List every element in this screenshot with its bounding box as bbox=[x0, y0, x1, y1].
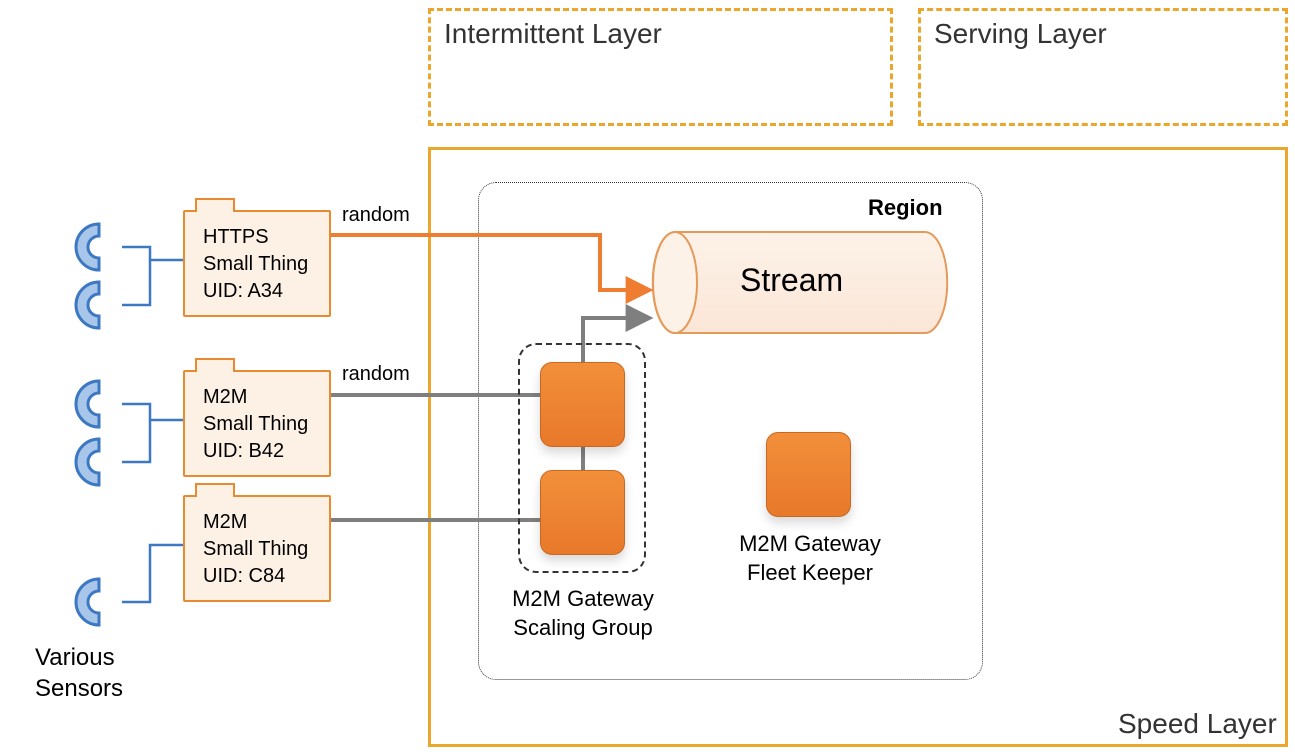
edge-label-a34: random bbox=[342, 204, 410, 227]
sg-node-bottom bbox=[540, 470, 625, 555]
node-a34-line3: UID: A34 bbox=[203, 278, 311, 305]
scaling-group-label: M2M Gateway Scaling Group bbox=[498, 585, 668, 642]
sensor-icon-2 bbox=[70, 276, 128, 339]
sensor-icon-4 bbox=[70, 433, 128, 496]
sg-node-top bbox=[540, 362, 625, 447]
region-label: Region bbox=[868, 195, 943, 221]
sensor-icon-1 bbox=[70, 218, 128, 281]
fleet-keeper-label: M2M Gateway Fleet Keeper bbox=[720, 530, 900, 587]
node-c84: M2M Small Thing UID: C84 bbox=[183, 495, 331, 602]
node-b42: M2M Small Thing UID: B42 bbox=[183, 370, 331, 477]
sensor-icon-3 bbox=[70, 375, 128, 438]
node-b42-line2: Small Thing bbox=[203, 411, 311, 438]
node-a34: HTTPS Small Thing UID: A34 bbox=[183, 210, 331, 317]
stream-label: Stream bbox=[740, 262, 843, 299]
node-c84-line1: M2M bbox=[203, 509, 311, 536]
sensors-label: Various Sensors bbox=[35, 642, 165, 704]
node-c84-line3: UID: C84 bbox=[203, 563, 311, 590]
node-c84-line2: Small Thing bbox=[203, 536, 311, 563]
node-a34-line2: Small Thing bbox=[203, 251, 311, 278]
sensor-icon-5 bbox=[70, 573, 128, 636]
fleet-keeper-node bbox=[766, 432, 851, 517]
serving-layer-label: Serving Layer bbox=[934, 18, 1107, 50]
node-a34-line1: HTTPS bbox=[203, 224, 311, 251]
intermittent-layer-label: Intermittent Layer bbox=[444, 18, 662, 50]
node-b42-line1: M2M bbox=[203, 384, 311, 411]
node-b42-line3: UID: B42 bbox=[203, 438, 311, 465]
speed-layer-label: Speed Layer bbox=[1118, 708, 1277, 740]
edge-label-b42: random bbox=[342, 363, 410, 386]
